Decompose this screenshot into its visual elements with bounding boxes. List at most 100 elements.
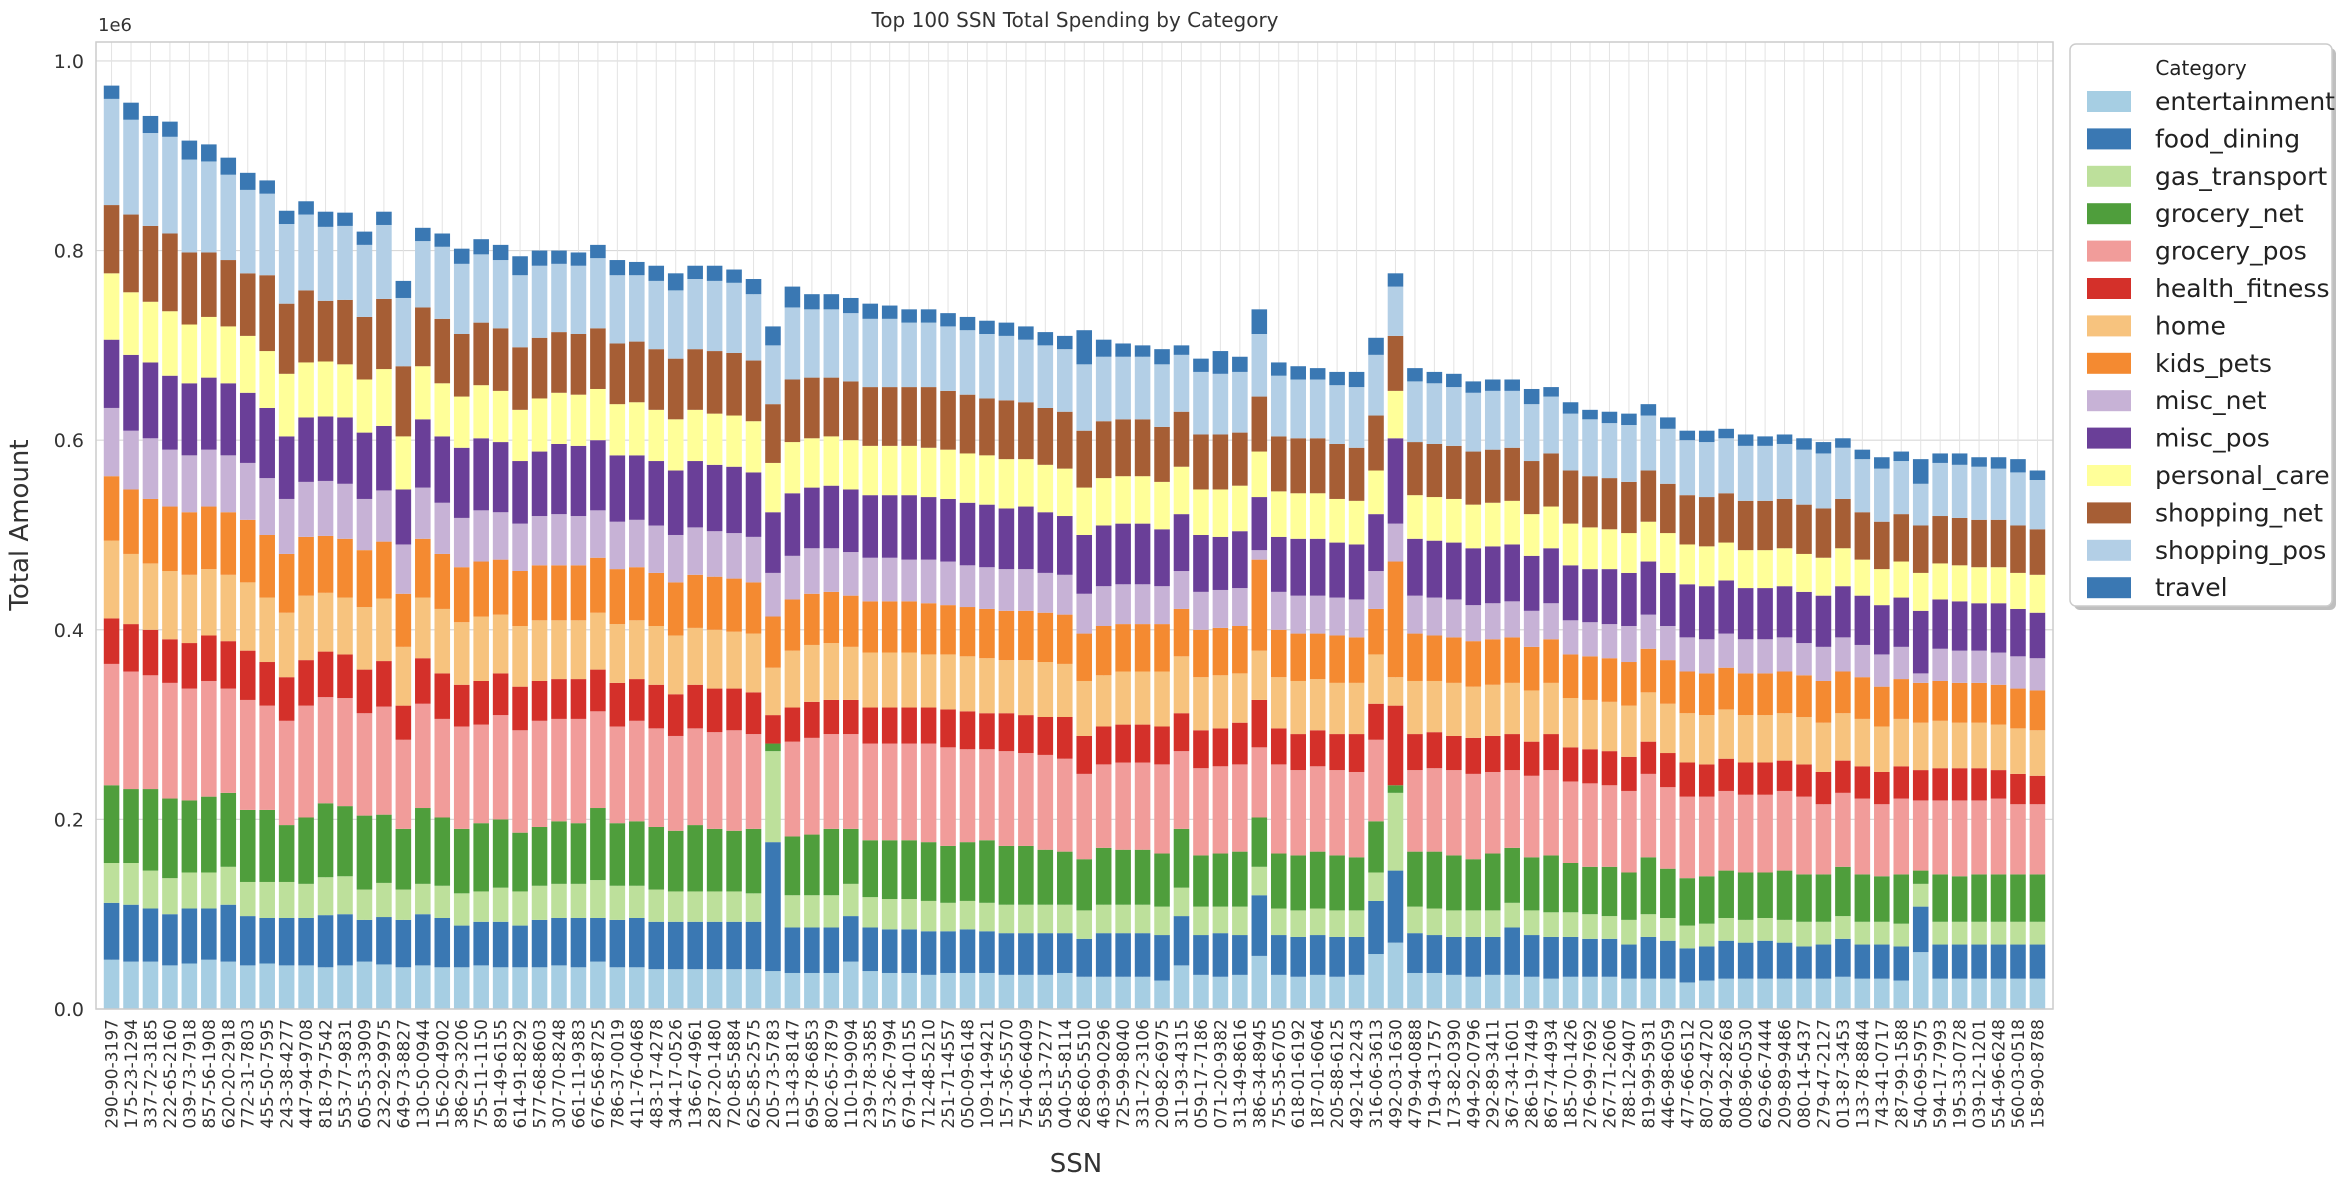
bar-segment-gas_transport xyxy=(1582,914,1598,939)
bar-segment-personal_care xyxy=(337,364,353,418)
bar-segment-travel xyxy=(1523,388,1540,405)
x-tick-label: 157-36-5570 xyxy=(997,1019,1017,1129)
bar-segment-grocery_pos xyxy=(1193,768,1209,856)
bar-segment-misc_net xyxy=(1465,605,1482,642)
bar-segment-gas_transport xyxy=(1718,917,1734,941)
x-tick-label: 483-17-4278 xyxy=(647,1019,667,1129)
bar-segment-gas_transport xyxy=(453,893,470,926)
bar-segment-shopping_pos xyxy=(823,309,840,378)
bar-segment-gas_transport xyxy=(1037,904,1054,934)
bar-segment-shopping_net xyxy=(667,358,684,420)
bar-segment-personal_care xyxy=(1660,533,1676,573)
bar-segment-travel xyxy=(1465,381,1482,393)
bar-segment-entertainment xyxy=(492,967,509,1009)
bar-segment-grocery_net xyxy=(745,828,762,894)
bar-segment-grocery_pos xyxy=(1095,764,1112,848)
bar-segment-food_dining xyxy=(726,921,742,970)
bar-segment-misc_net xyxy=(259,478,275,535)
x-tick-label: 276-99-7692 xyxy=(1581,1019,1601,1129)
bar-segment-misc_net xyxy=(531,516,548,566)
bar-segment-shopping_net xyxy=(706,351,723,414)
bar-segment-shopping_net xyxy=(920,387,937,448)
bar-segment-misc_net xyxy=(1368,571,1384,609)
bar-segment-gas_transport xyxy=(1251,866,1268,896)
bar-segment-misc_pos xyxy=(1387,438,1404,524)
bar-segment-shopping_net xyxy=(609,343,626,405)
bar-segment-entertainment xyxy=(1660,978,1676,1009)
bar-segment-entertainment xyxy=(1854,978,1871,1009)
bar-segment-travel xyxy=(940,313,956,327)
bar-segment-home xyxy=(1193,677,1209,731)
bar-segment-misc_pos xyxy=(1056,516,1073,575)
bar-segment-grocery_net xyxy=(1543,855,1559,913)
bar-segment-kids_pets xyxy=(1932,680,1948,721)
x-tick-label: 239-78-3585 xyxy=(861,1019,881,1129)
legend-swatch-food_dining xyxy=(2087,128,2131,150)
bar-segment-health_fitness xyxy=(453,684,470,727)
bar-segment-shopping_pos xyxy=(1251,333,1268,397)
x-axis-label: SSN xyxy=(1050,1149,1102,1179)
bar-segment-gas_transport xyxy=(1056,904,1073,934)
bar-segment-grocery_net xyxy=(1971,874,1987,922)
bar-segment-kids_pets xyxy=(1912,682,1929,723)
bar-segment-gas_transport xyxy=(745,893,762,922)
bar-segment-gas_transport xyxy=(1446,910,1462,937)
bar-segment-gas_transport xyxy=(648,889,665,922)
bar-segment-home xyxy=(1776,713,1793,761)
bar-segment-grocery_net xyxy=(706,828,723,892)
bar-segment-personal_care xyxy=(1874,569,1890,606)
bar-segment-shopping_net xyxy=(1270,436,1287,492)
bar-segment-shopping_pos xyxy=(726,282,742,353)
bar-segment-grocery_net xyxy=(1309,851,1326,909)
bar-segment-home xyxy=(1971,722,1987,769)
bar-segment-entertainment xyxy=(239,965,256,1009)
bar-segment-food_dining xyxy=(979,931,995,973)
bar-segment-misc_net xyxy=(1815,646,1832,681)
bar-segment-grocery_pos xyxy=(745,734,762,829)
bar-segment-grocery_net xyxy=(2010,874,2026,922)
bar-segment-kids_pets xyxy=(298,536,314,596)
bar-segment-misc_pos xyxy=(667,470,684,535)
bar-segment-food_dining xyxy=(1990,944,2007,979)
bar-segment-entertainment xyxy=(259,963,275,1009)
bar-segment-entertainment xyxy=(1718,978,1734,1009)
bar-segment-kids_pets xyxy=(1037,612,1054,663)
bar-segment-entertainment xyxy=(1874,978,1890,1009)
y-tick-label: 1.0 xyxy=(54,51,84,73)
bar-segment-home xyxy=(1329,682,1345,735)
bar-segment-health_fitness xyxy=(940,709,956,748)
bar-segment-grocery_net xyxy=(1621,872,1637,920)
legend-swatch-misc_pos xyxy=(2087,427,2131,449)
bar-segment-misc_net xyxy=(142,438,159,499)
bar-segment-food_dining xyxy=(1543,936,1559,979)
bar-segment-kids_pets xyxy=(1504,637,1520,683)
bar-segment-grocery_pos xyxy=(259,705,275,810)
bar-segment-personal_care xyxy=(998,459,1015,509)
bar-segment-grocery_pos xyxy=(1154,764,1170,854)
bar-segment-entertainment xyxy=(1698,980,1715,1009)
bar-segment-home xyxy=(920,654,937,708)
bar-segment-shopping_pos xyxy=(1601,423,1618,479)
bar-segment-personal_care xyxy=(1484,502,1501,547)
bar-segment-shopping_pos xyxy=(1407,381,1423,443)
bar-segment-misc_net xyxy=(1309,595,1326,634)
bar-segment-entertainment xyxy=(1679,982,1696,1009)
bar-segment-grocery_pos xyxy=(1173,751,1190,829)
bar-segment-personal_care xyxy=(1718,542,1734,581)
bar-segment-shopping_pos xyxy=(1815,453,1832,509)
bar-segment-kids_pets xyxy=(376,541,392,599)
bars xyxy=(103,85,2046,1009)
bar-segment-entertainment xyxy=(979,972,995,1009)
bar-segment-gas_transport xyxy=(181,872,198,909)
bar-segment-kids_pets xyxy=(434,553,451,609)
bar-segment-gas_transport xyxy=(1951,921,1968,945)
bar-segment-travel xyxy=(726,269,742,283)
bar-segment-kids_pets xyxy=(1971,682,1987,723)
bar-segment-misc_pos xyxy=(959,502,976,566)
bar-segment-food_dining xyxy=(667,921,684,970)
bar-segment-entertainment xyxy=(551,965,567,1009)
bar-segment-gas_transport xyxy=(103,863,120,903)
bar-segment-travel xyxy=(1134,345,1151,357)
x-tick-label: 492-03-1630 xyxy=(1386,1019,1406,1129)
bar-segment-grocery_pos xyxy=(862,743,879,841)
